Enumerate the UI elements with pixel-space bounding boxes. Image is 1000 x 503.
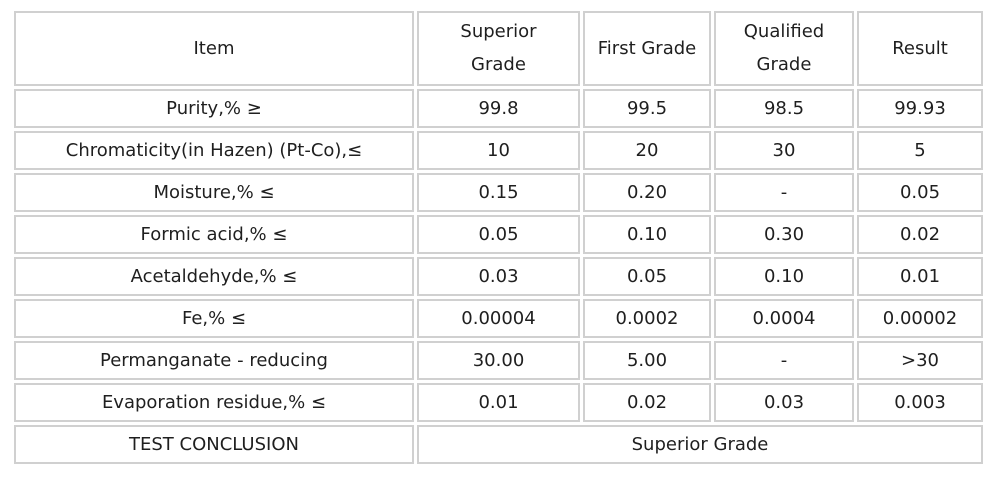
conclusion-value-cell: Superior Grade bbox=[417, 424, 983, 464]
table-row-fe: Fe,% ≤ 0.00004 0.0002 0.0004 0.00002 bbox=[14, 298, 983, 338]
header-label-result: Result bbox=[892, 37, 948, 59]
item-cell: Fe,% ≤ bbox=[14, 298, 414, 338]
value-cell: 0.03 bbox=[714, 382, 854, 422]
value-cell: 5 bbox=[857, 130, 983, 170]
value-cell: 0.20 bbox=[583, 172, 711, 212]
value-cell: 5.00 bbox=[583, 340, 711, 380]
header-label-item: Item bbox=[193, 37, 235, 59]
value-cell: 0.00002 bbox=[857, 298, 983, 338]
item-cell: Moisture,% ≤ bbox=[14, 172, 414, 212]
item-cell: Permanganate - reducing bbox=[14, 340, 414, 380]
header-row: Item Superior Grade First Grade Qualifie… bbox=[14, 11, 983, 86]
value-cell: 0.01 bbox=[417, 382, 580, 422]
table-row-evaporation-residue: Evaporation residue,% ≤ 0.01 0.02 0.03 0… bbox=[14, 382, 983, 422]
value-cell: 0.30 bbox=[714, 214, 854, 254]
value-cell: 99.5 bbox=[583, 88, 711, 128]
value-cell: 0.15 bbox=[417, 172, 580, 212]
spec-table-container: Item Superior Grade First Grade Qualifie… bbox=[11, 8, 986, 467]
header-cell-result: Result bbox=[857, 11, 983, 86]
header-label-qualified-grade: Qualified Grade bbox=[743, 21, 825, 76]
value-cell: 0.0002 bbox=[583, 298, 711, 338]
value-cell: 10 bbox=[417, 130, 580, 170]
value-cell: 0.01 bbox=[857, 256, 983, 296]
value-cell: 98.5 bbox=[714, 88, 854, 128]
table-row-acetaldehyde: Acetaldehyde,% ≤ 0.03 0.05 0.10 0.01 bbox=[14, 256, 983, 296]
value-cell: 99.93 bbox=[857, 88, 983, 128]
header-cell-qualified-grade: Qualified Grade bbox=[714, 11, 854, 86]
product-spec-table: Item Superior Grade First Grade Qualifie… bbox=[11, 8, 986, 467]
value-cell: 0.05 bbox=[857, 172, 983, 212]
value-cell: 99.8 bbox=[417, 88, 580, 128]
value-cell: - bbox=[714, 172, 854, 212]
item-cell: Purity,% ≥ bbox=[14, 88, 414, 128]
value-cell: 0.003 bbox=[857, 382, 983, 422]
value-cell: >30 bbox=[857, 340, 983, 380]
value-cell: 0.02 bbox=[857, 214, 983, 254]
value-cell: 0.10 bbox=[714, 256, 854, 296]
header-label-first-grade: First Grade bbox=[597, 37, 697, 59]
conclusion-label-cell: TEST CONCLUSION bbox=[14, 424, 414, 464]
value-cell: 30.00 bbox=[417, 340, 580, 380]
conclusion-row: TEST CONCLUSION Superior Grade bbox=[14, 424, 983, 464]
item-cell: Evaporation residue,% ≤ bbox=[14, 382, 414, 422]
table-row-chromaticity: Chromaticity(in Hazen) (Pt-Co),≤ 10 20 3… bbox=[14, 130, 983, 170]
item-cell: Acetaldehyde,% ≤ bbox=[14, 256, 414, 296]
header-cell-first-grade: First Grade bbox=[583, 11, 711, 86]
value-cell: 0.00004 bbox=[417, 298, 580, 338]
table-row-formic-acid: Formic acid,% ≤ 0.05 0.10 0.30 0.02 bbox=[14, 214, 983, 254]
value-cell: - bbox=[714, 340, 854, 380]
value-cell: 20 bbox=[583, 130, 711, 170]
value-cell: 0.02 bbox=[583, 382, 711, 422]
value-cell: 0.0004 bbox=[714, 298, 854, 338]
value-cell: 0.05 bbox=[583, 256, 711, 296]
value-cell: 30 bbox=[714, 130, 854, 170]
header-label-superior-grade: Superior Grade bbox=[460, 21, 537, 76]
item-cell: Chromaticity(in Hazen) (Pt-Co),≤ bbox=[14, 130, 414, 170]
value-cell: 0.05 bbox=[417, 214, 580, 254]
header-cell-superior-grade: Superior Grade bbox=[417, 11, 580, 86]
value-cell: 0.10 bbox=[583, 214, 711, 254]
header-cell-item: Item bbox=[14, 11, 414, 86]
value-cell: 0.03 bbox=[417, 256, 580, 296]
table-row-permanganate: Permanganate - reducing 30.00 5.00 - >30 bbox=[14, 340, 983, 380]
table-row-moisture: Moisture,% ≤ 0.15 0.20 - 0.05 bbox=[14, 172, 983, 212]
item-cell: Formic acid,% ≤ bbox=[14, 214, 414, 254]
table-row-purity: Purity,% ≥ 99.8 99.5 98.5 99.93 bbox=[14, 88, 983, 128]
